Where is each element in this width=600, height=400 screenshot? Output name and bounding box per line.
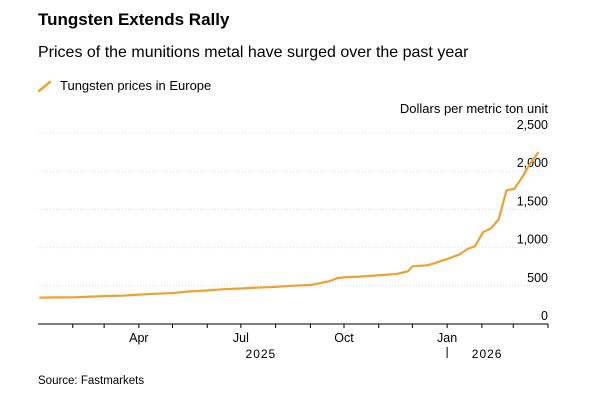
y-tick-label: 1,000 (517, 233, 548, 247)
chart-title: Tungsten Extends Rally (38, 10, 230, 29)
y-tick-label: 500 (527, 271, 548, 285)
y-axis-label: Dollars per metric ton unit (399, 101, 548, 116)
legend-label: Tungsten prices in Europe (60, 78, 212, 93)
year-label: 2025 (246, 347, 277, 361)
x-tick-label: Apr (129, 331, 148, 345)
year-label: 2026 (472, 347, 503, 361)
y-tick-label: 1,500 (517, 194, 548, 208)
x-tick-label: Jul (233, 331, 249, 345)
x-tick-label: Jan (437, 331, 457, 345)
series-line-tungsten (39, 151, 540, 299)
x-tick-label: Oct (334, 331, 354, 345)
y-tick-label: 2,000 (517, 156, 548, 170)
y-tick-label: 2,500 (517, 118, 548, 132)
y-tick-label: 0 (541, 309, 548, 323)
chart-subtitle: Prices of the munitions metal have surge… (38, 44, 469, 61)
grid-layer (38, 132, 548, 287)
line-layer (39, 151, 540, 299)
legend-line-icon (38, 80, 52, 92)
axis-layer: 0 500 1,000 1,500 2,000 2,500 Apr Jul Oct Jan 2025… (38, 118, 549, 361)
legend: Tungsten prices in Europe (38, 78, 211, 93)
source-note: Source: Fastmarkets (38, 375, 145, 387)
